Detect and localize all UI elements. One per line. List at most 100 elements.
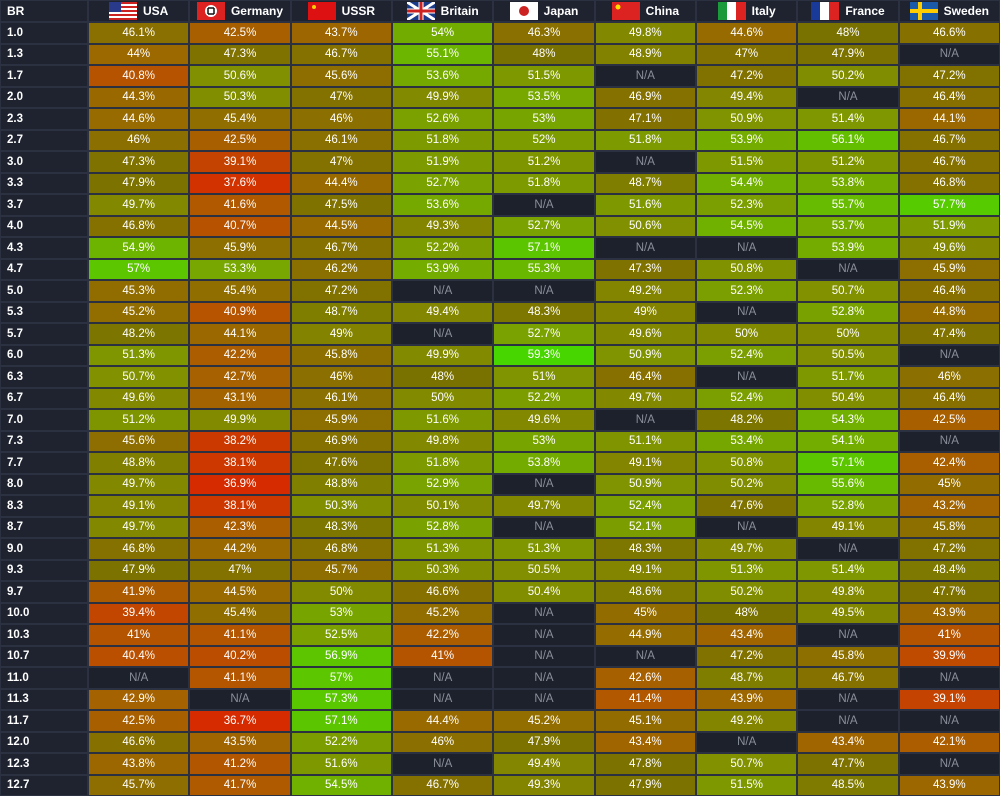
winrate-cell: 45.9% xyxy=(290,409,392,431)
winrate-cell: N/A xyxy=(797,624,899,646)
winrate-cell: 47.6% xyxy=(290,452,392,474)
winrate-cell: 53.9% xyxy=(797,237,899,259)
winrate-cell: 44.6% xyxy=(696,22,798,44)
winrate-cell: 49.6% xyxy=(898,237,1000,259)
br-label: 11.3 xyxy=(0,688,88,710)
br-label: 4.0 xyxy=(0,215,88,237)
winrate-cell: 57.7% xyxy=(898,194,1000,216)
winrate-cell: 50% xyxy=(392,387,494,409)
winrate-cell: 52.4% xyxy=(696,387,798,409)
winrate-cell: 42.5% xyxy=(898,409,1000,431)
winrate-cell: 48.3% xyxy=(290,516,392,538)
winrate-cell: N/A xyxy=(898,753,1000,775)
br-label: 7.7 xyxy=(0,452,88,474)
winrate-cell: 46.9% xyxy=(290,430,392,452)
winrate-cell: 39.1% xyxy=(189,151,291,173)
winrate-cell: 47.9% xyxy=(88,172,190,194)
winrate-cell: 41% xyxy=(898,624,1000,646)
winrate-cell: 47% xyxy=(290,86,392,108)
winrate-cell: 53.7% xyxy=(797,215,899,237)
br-label: 8.7 xyxy=(0,516,88,538)
winrate-cell: 47.9% xyxy=(594,774,696,796)
winrate-cell: 49.8% xyxy=(797,581,899,603)
winrate-cell: 42.5% xyxy=(88,710,190,732)
winrate-cell: 50.4% xyxy=(797,387,899,409)
br-label: 12.3 xyxy=(0,753,88,775)
winrate-cell: 50.6% xyxy=(189,65,291,87)
flag-icon xyxy=(811,2,840,20)
winrate-cell: 55.1% xyxy=(392,43,494,65)
winrate-cell: 39.4% xyxy=(88,602,190,624)
winrate-cell: 50.9% xyxy=(696,108,798,130)
winrate-cell: 49.5% xyxy=(797,602,899,624)
winrate-cell: 50.9% xyxy=(594,473,696,495)
br-label: 4.7 xyxy=(0,258,88,280)
winrate-cell: N/A xyxy=(696,731,798,753)
br-label: 3.0 xyxy=(0,151,88,173)
winrate-cell: 44.2% xyxy=(189,538,291,560)
winrate-cell: 53.5% xyxy=(493,86,595,108)
winrate-cell: 54.5% xyxy=(696,215,798,237)
winrate-cell: 48% xyxy=(493,43,595,65)
winrate-cell: 51.2% xyxy=(88,409,190,431)
winrate-cell: 51.6% xyxy=(392,409,494,431)
winrate-cell: 46.7% xyxy=(290,237,392,259)
flag-icon xyxy=(406,2,435,20)
country-header: Italy xyxy=(696,0,798,22)
winrate-cell: N/A xyxy=(392,280,494,302)
winrate-cell: 49.3% xyxy=(392,215,494,237)
winrate-cell: 59.3% xyxy=(493,344,595,366)
winrate-cell: 47.1% xyxy=(594,108,696,130)
winrate-cell: 45.9% xyxy=(189,237,291,259)
winrate-cell: 48.9% xyxy=(594,43,696,65)
br-label: 5.3 xyxy=(0,301,88,323)
winrate-cell: 38.1% xyxy=(189,452,291,474)
winrate-cell: 49.8% xyxy=(594,22,696,44)
country-header: Germany xyxy=(189,0,291,22)
winrate-cell: 50.9% xyxy=(594,344,696,366)
winrate-cell: 52.3% xyxy=(696,280,798,302)
winrate-cell: 49.7% xyxy=(88,194,190,216)
winrate-cell: 47.5% xyxy=(290,194,392,216)
winrate-cell: 49.9% xyxy=(189,409,291,431)
br-label: 5.7 xyxy=(0,323,88,345)
winrate-cell: N/A xyxy=(594,151,696,173)
winrate-cell: 42.1% xyxy=(898,731,1000,753)
winrate-cell: 45.7% xyxy=(290,559,392,581)
winrate-cell: 52.2% xyxy=(392,237,494,259)
winrate-cell: 49.7% xyxy=(88,473,190,495)
flag-icon xyxy=(611,2,640,20)
winrate-cell: N/A xyxy=(898,430,1000,452)
winrate-cell: 47.2% xyxy=(290,280,392,302)
winrate-cell: 44.4% xyxy=(392,710,494,732)
winrate-cell: 57.1% xyxy=(290,710,392,732)
winrate-cell: 44.6% xyxy=(88,108,190,130)
country-header: Britain xyxy=(392,0,494,22)
winrate-cell: 57% xyxy=(88,258,190,280)
winrate-cell: 46% xyxy=(290,108,392,130)
winrate-cell: N/A xyxy=(493,473,595,495)
winrate-cell: 49.8% xyxy=(392,430,494,452)
br-label: 8.3 xyxy=(0,495,88,517)
country-header: USA xyxy=(88,0,190,22)
winrate-cell: 49.1% xyxy=(88,495,190,517)
winrate-cell: 52.8% xyxy=(797,495,899,517)
winrate-cell: 47.7% xyxy=(797,753,899,775)
winrate-cell: 48.5% xyxy=(797,774,899,796)
winrate-cell: 51.9% xyxy=(898,215,1000,237)
winrate-cell: 43.2% xyxy=(898,495,1000,517)
winrate-cell: 42.7% xyxy=(189,366,291,388)
winrate-cell: 47.3% xyxy=(189,43,291,65)
winrate-cell: N/A xyxy=(392,667,494,689)
winrate-cell: 45.4% xyxy=(189,108,291,130)
winrate-cell: 51.3% xyxy=(696,559,798,581)
br-label: 8.0 xyxy=(0,473,88,495)
winrate-cell: 45.8% xyxy=(898,516,1000,538)
winrate-cell: 41.2% xyxy=(189,753,291,775)
winrate-cell: 52.8% xyxy=(797,301,899,323)
winrate-cell: 53.3% xyxy=(189,258,291,280)
br-label: 6.7 xyxy=(0,387,88,409)
winrate-cell: 46.7% xyxy=(898,129,1000,151)
winrate-cell: 51.9% xyxy=(392,151,494,173)
